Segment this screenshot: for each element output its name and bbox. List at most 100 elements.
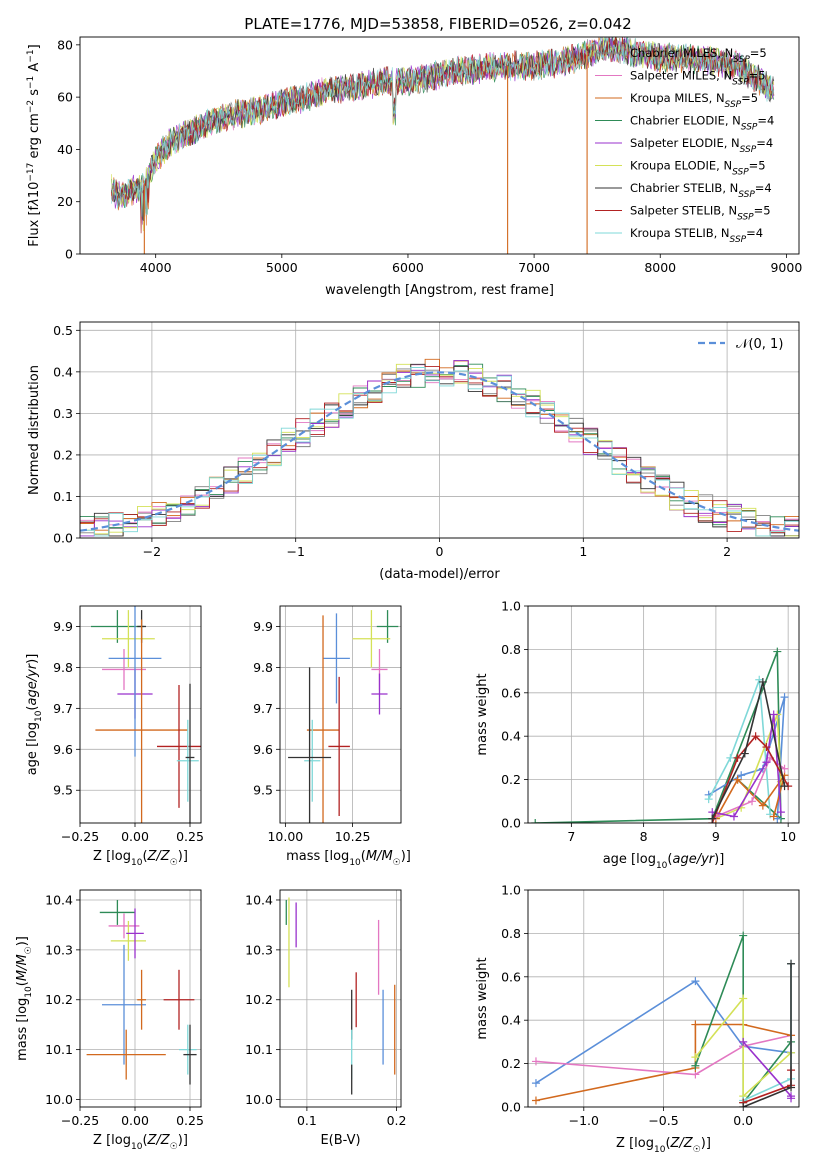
spectrum-xtick-label: 7000 xyxy=(518,260,550,275)
z_age-ytick-label: 9.5 xyxy=(53,783,73,798)
age_weight-ytick-label: 0.8 xyxy=(501,642,521,657)
z_weight-ytick-label: 0.0 xyxy=(501,1100,521,1115)
z_age-xtick-label: 0.00 xyxy=(121,829,149,844)
legend-entry-part: SSP xyxy=(733,55,750,65)
z_weight-xlabel-part: )] xyxy=(701,1136,711,1151)
z_weight-marker xyxy=(739,994,748,1003)
legend-entry: Kroupa ELODIE, NSSP=5 xyxy=(630,159,766,178)
spectrum-ylabel-part: s xyxy=(27,89,42,100)
mass_age-xlabel-part: ( xyxy=(361,849,366,864)
age_weight-ytick-label: 0.0 xyxy=(501,816,521,831)
legend-entry: Salpeter MILES, NSSP=5 xyxy=(630,69,766,88)
z_age-ylabel-part: ( xyxy=(25,706,40,711)
z_weight-xlabel-part: Z/Z xyxy=(670,1136,694,1151)
z_age-ylabel-part: )] xyxy=(25,654,40,664)
mass_age-xlabel-part: 10 xyxy=(349,858,361,868)
normal-legend-label: 𝒩(0, 1) xyxy=(736,337,783,352)
legend-entry-part: =4 xyxy=(756,136,773,150)
z_age-ylabel-part: 10 xyxy=(34,710,44,722)
spectrum-ylabel-part: A xyxy=(27,63,42,76)
z_weight-xtick-label: 0.0 xyxy=(733,1113,753,1128)
age_weight-marker xyxy=(751,732,760,741)
z_weight-xlabel-part: ( xyxy=(665,1136,670,1151)
residuals-ytick-label: 0.0 xyxy=(53,531,73,546)
age_weight-frame xyxy=(527,605,800,824)
residuals-xtick-label: −2 xyxy=(143,544,161,559)
mass_age-ytick-label: 9.7 xyxy=(253,701,273,716)
legend-entry: Salpeter STELIB, NSSP=5 xyxy=(630,204,771,223)
z_weight-series-line xyxy=(535,1034,792,1076)
age_weight-xtick-label: 10 xyxy=(780,829,796,844)
spectrum-xtick-label: 6000 xyxy=(392,260,424,275)
residuals-ytick-label: 0.2 xyxy=(53,447,73,462)
age_weight-xlabel-part: age/yr xyxy=(672,852,715,867)
age_weight-ytick-label: 0.2 xyxy=(501,772,521,787)
z_mass-frame xyxy=(79,889,202,1108)
residuals-xlabel: (data-model)/error xyxy=(379,567,500,582)
spectrum-panel: 4000 5000 6000 7000 8000 9000 0 20 40 60 80 wavelen… xyxy=(26,36,802,298)
z_weight-ytick-label: 1.0 xyxy=(501,883,521,898)
legend-entry-part: Salpeter MILES, N xyxy=(630,69,732,83)
legend-entry-part: =5 xyxy=(749,159,766,173)
legend-entry-part: Kroupa ELODIE, N xyxy=(630,159,732,173)
z_mass-ytick-label: 10.0 xyxy=(45,1092,73,1107)
z_weight-marker xyxy=(787,1094,796,1103)
legend-entry-part: =5 xyxy=(741,91,758,105)
z_weight-marker xyxy=(691,977,700,986)
spectrum-ytick-label: 40 xyxy=(57,142,73,157)
z_weight-marker xyxy=(787,959,796,968)
z_mass-xtick-label: −0.25 xyxy=(61,1113,99,1128)
mass_age-frame xyxy=(279,605,402,824)
z_age-xtick-label: 0.25 xyxy=(176,829,204,844)
residuals-panel: −2 −1 0 1 2 0.0 0.1 0.2 0.3 0.4 0.5 (data-model)/er… xyxy=(27,321,800,582)
age_weight-marker xyxy=(762,743,771,752)
spectrum-ytick-label: 80 xyxy=(57,37,73,52)
z_weight-frame xyxy=(527,889,800,1108)
z_weight-xlabel-part: ☉ xyxy=(693,1145,701,1155)
legend-entry-part: Chabrier STELIB, N xyxy=(630,181,738,195)
spectrum-frame xyxy=(79,36,800,255)
z_mass-ytick-label: 10.1 xyxy=(45,1042,73,1057)
z_age-ytick-label: 9.7 xyxy=(53,701,73,716)
ebv_mass-xtick-label: 0.1 xyxy=(297,1113,317,1128)
z_mass-xlabel-part: ☉ xyxy=(170,1142,178,1152)
spectrum-ylabel-part: Flux [f xyxy=(27,205,42,246)
z_weight-marker xyxy=(531,1057,540,1066)
legend-entry-part: Salpeter ELODIE, N xyxy=(630,136,740,150)
age_weight-marker xyxy=(780,782,789,791)
z_age-ylabel-part: age [log xyxy=(25,722,40,775)
age_weight-marker xyxy=(733,753,742,762)
legend-entry-part: Kroupa STELIB, N xyxy=(630,226,730,240)
z_weight-marker xyxy=(739,931,748,940)
age_weight-marker xyxy=(740,749,749,758)
legend-entry-part: Chabrier ELODIE, N xyxy=(630,114,741,128)
spectrum-series-line xyxy=(111,37,775,217)
legend-entry: Salpeter ELODIE, NSSP=4 xyxy=(630,136,773,155)
z_weight-ytick-label: 0.8 xyxy=(501,926,521,941)
spectrum-ylabel-part: ] xyxy=(27,44,42,49)
z_weight-xlabel-part: Z [log xyxy=(616,1136,654,1151)
ebv_mass-plot xyxy=(285,897,396,1095)
z_mass-ylabel-part: mass [log xyxy=(15,998,30,1061)
ebv_mass-ytick-label: 10.3 xyxy=(245,942,273,957)
ebv_mass-xtick-label: 0.2 xyxy=(387,1113,407,1128)
age_weight-marker xyxy=(729,812,738,821)
z_mass-xlabel-part: Z [log xyxy=(93,1133,131,1148)
residuals-ylabel: Normed distribution xyxy=(27,365,42,495)
legend-entry-part: SSP xyxy=(740,145,757,155)
ebv_mass-ytick-label: 10.2 xyxy=(245,992,273,1007)
age_weight-marker xyxy=(737,771,746,780)
z_weight-ytick-label: 0.4 xyxy=(501,1013,521,1028)
age_weight-marker xyxy=(531,819,540,823)
mass_age-ytick-label: 9.9 xyxy=(253,619,273,634)
z_age-xlabel-part: )] xyxy=(178,849,188,864)
z_age-xlabel: Z [log10(Z/Z☉)] xyxy=(93,849,188,868)
legend-entry-part: =4 xyxy=(755,181,772,195)
ebv_mass-ytick-label: 10.0 xyxy=(245,1092,273,1107)
age_weight-xlabel-part: ( xyxy=(667,852,672,867)
spectrum-ylabel-part: −17 xyxy=(26,163,36,182)
